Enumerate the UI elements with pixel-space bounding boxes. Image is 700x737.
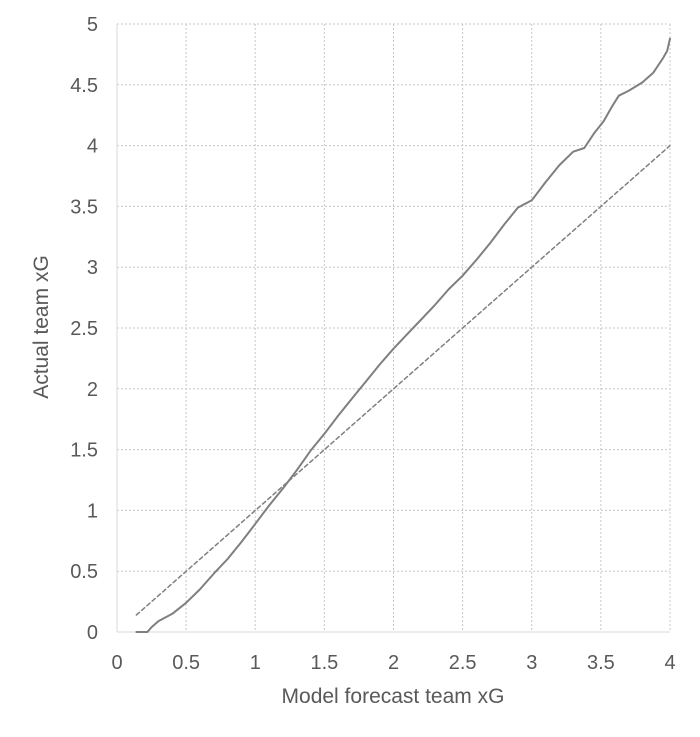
x-tick-label: 0.5	[172, 652, 200, 674]
y-tick-label: 4.5	[70, 75, 98, 97]
x-tick-label: 1.5	[310, 652, 338, 674]
x-tick-label: 3	[526, 652, 537, 674]
x-tick-label: 1	[250, 652, 261, 674]
y-tick-label: 3	[87, 257, 98, 279]
y-axis-title: Actual team xG	[30, 255, 53, 399]
axis-layer	[116, 24, 670, 633]
y-tick-label: 1	[87, 500, 98, 522]
y-tick-label: 2	[87, 379, 98, 401]
tick-layer: 0 0.5 1 1.5 2 2.5 3 3.5 4 0 0.5 1 1.5 2 2.5 3 3.5 4 4.5 5	[70, 14, 675, 674]
y-tick-label: 0	[87, 622, 98, 644]
grid-layer	[117, 23, 671, 632]
x-tick-label: 4	[664, 652, 675, 674]
y-tick-label: 2.5	[70, 318, 98, 340]
x-tick-label: 3.5	[587, 652, 615, 674]
reference-line	[135, 144, 671, 616]
y-tick-label: 1.5	[70, 440, 98, 462]
x-tick-label: 2	[388, 652, 399, 674]
y-tick-label: 4	[87, 136, 98, 158]
y-tick-label: 5	[87, 14, 98, 36]
x-axis-title: Model forecast team xG	[282, 685, 505, 708]
series-layer	[135, 37, 671, 633]
y-tick-label: 0.5	[70, 561, 98, 583]
x-tick-label: 0	[111, 652, 122, 674]
calibration-line	[135, 37, 671, 633]
x-tick-label: 2.5	[449, 652, 477, 674]
y-tick-label: 3.5	[70, 196, 98, 218]
